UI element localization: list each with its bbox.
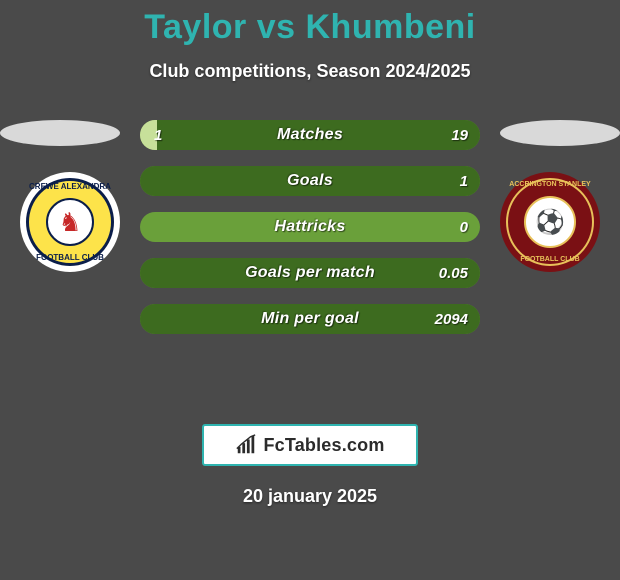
bar-label: Hattricks xyxy=(140,212,480,242)
crest-right-top-text: ACCRINGTON STANLEY xyxy=(500,181,600,188)
chart-icon xyxy=(235,434,257,456)
card: Taylor vs Khumbeni Club competitions, Se… xyxy=(0,0,620,580)
date-text: 20 january 2025 xyxy=(0,486,620,507)
lion-icon: ♞ xyxy=(58,207,81,238)
stat-row: Matches1 19 xyxy=(140,120,480,150)
club-crest-left: CREWE ALEXANDRA ♞ FOOTBALL CLUB xyxy=(20,172,120,272)
bar-value-right: 0 xyxy=(460,212,468,242)
bar-label: Goals xyxy=(140,166,480,196)
bar-label: Min per goal xyxy=(140,304,480,334)
brand-badge: FcTables.com xyxy=(202,424,418,466)
bar-label: Matches xyxy=(140,120,480,150)
subtitle: Club competitions, Season 2024/2025 xyxy=(0,61,620,82)
bar-label: Goals per match xyxy=(140,258,480,288)
bar-value-right: 2094 xyxy=(435,304,468,334)
stat-row: Hattricks0 xyxy=(140,212,480,242)
stat-row: Goals1 xyxy=(140,166,480,196)
comparison-arena: CREWE ALEXANDRA ♞ FOOTBALL CLUB ACCRINGT… xyxy=(0,120,620,420)
bar-value-right: 19 xyxy=(451,120,468,150)
player-shadow-left xyxy=(0,120,120,146)
club-crest-right: ACCRINGTON STANLEY ⚽ FOOTBALL CLUB xyxy=(500,172,600,272)
player-shadow-right xyxy=(500,120,620,146)
bar-value-right: 1 xyxy=(460,166,468,196)
crest-left-bottom-text: FOOTBALL CLUB xyxy=(20,253,120,262)
crest-left-top-text: CREWE ALEXANDRA xyxy=(20,182,120,191)
ball-icon: ⚽ xyxy=(535,208,565,237)
stat-row: Min per goal2094 xyxy=(140,304,480,334)
brand-text: FcTables.com xyxy=(263,435,384,456)
crest-right-bottom-text: FOOTBALL CLUB xyxy=(500,256,600,263)
bar-value-right: 0.05 xyxy=(439,258,468,288)
page-title: Taylor vs Khumbeni xyxy=(0,0,620,47)
stat-bars: Matches119Goals1Hattricks0Goals per matc… xyxy=(140,120,480,350)
bar-value-left: 1 xyxy=(154,120,162,150)
stat-row: Goals per match0.05 xyxy=(140,258,480,288)
